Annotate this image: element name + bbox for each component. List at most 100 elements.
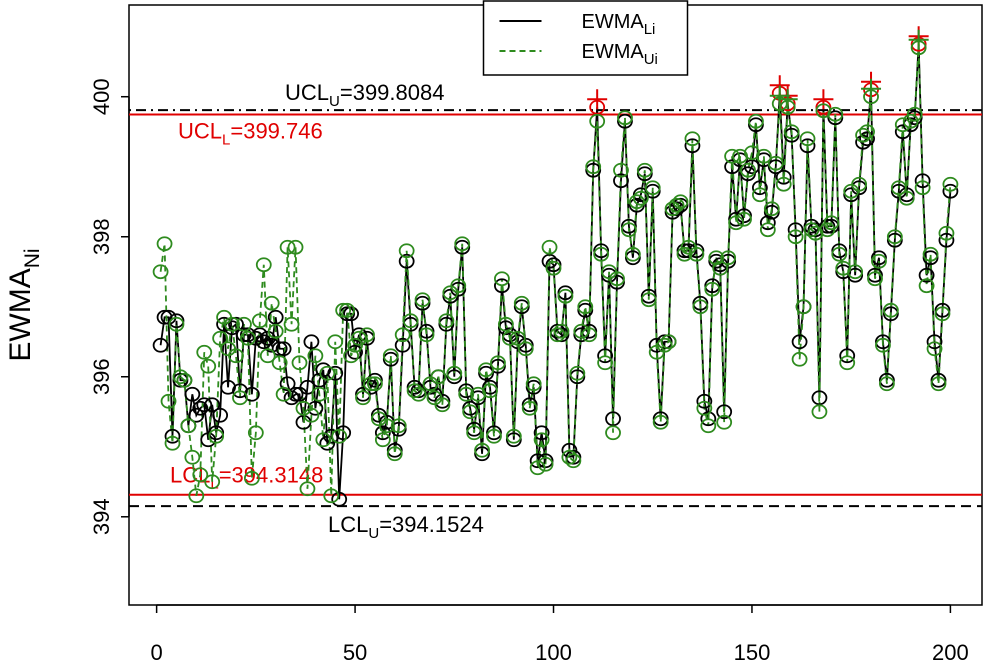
- data-point: [759, 215, 776, 231]
- data-point: [728, 215, 744, 231]
- data-point: [597, 355, 614, 371]
- data-point: [299, 379, 316, 395]
- data-point: [926, 341, 943, 357]
- data-point: [811, 390, 828, 406]
- data-point: [430, 369, 447, 385]
- data-point: [406, 383, 423, 399]
- data-point: [938, 232, 955, 248]
- data-point: [529, 460, 546, 476]
- data-point: [831, 246, 848, 262]
- data-point: [867, 271, 883, 287]
- data-point: [382, 351, 399, 367]
- data-point: [613, 162, 629, 178]
- data-point: [156, 236, 173, 252]
- data-point: [434, 397, 451, 413]
- data-point: [450, 281, 467, 297]
- data-point: [811, 404, 828, 420]
- data-point: [922, 250, 939, 266]
- data-point: [668, 197, 685, 213]
- data-point: [799, 131, 816, 147]
- data-point: [859, 124, 875, 140]
- data-point: [914, 180, 931, 196]
- data-point: [438, 316, 455, 332]
- data-point: [398, 243, 415, 259]
- limit-sub: U: [368, 525, 379, 542]
- data-point: [775, 176, 792, 192]
- data-point: [172, 369, 189, 385]
- data-point: [902, 113, 919, 129]
- data-point: [803, 222, 820, 238]
- data-point: [494, 271, 510, 287]
- data-point: [930, 376, 947, 392]
- data-point: [521, 400, 538, 416]
- data-point: [474, 442, 490, 458]
- data-point: [374, 432, 391, 448]
- data-point: [740, 166, 756, 182]
- data-point: [791, 351, 808, 367]
- data-point: [446, 369, 463, 385]
- legend-name: EWMA: [582, 11, 645, 33]
- data-point: [553, 323, 570, 339]
- data-point: [255, 257, 272, 273]
- legend-sub: Ui: [644, 51, 658, 68]
- data-point: [819, 218, 836, 234]
- data-point: [406, 379, 423, 395]
- data-point: [613, 173, 629, 189]
- data-point: [240, 330, 256, 346]
- data-point: [906, 106, 923, 122]
- data-point: [827, 106, 844, 122]
- data-point: [748, 117, 764, 133]
- data-point: [736, 211, 752, 227]
- data-point: [319, 365, 336, 381]
- y-tick-label: 396: [89, 358, 114, 395]
- data-point: [216, 316, 232, 332]
- data-point: [434, 393, 451, 409]
- data-point: [243, 470, 260, 486]
- data-point: [291, 355, 308, 371]
- data-point: [605, 411, 621, 427]
- data-point: [446, 365, 463, 381]
- data-point: [652, 411, 669, 427]
- data-point: [251, 313, 268, 329]
- data-point: [783, 124, 800, 140]
- data-point: [486, 425, 502, 441]
- data-point: [263, 295, 280, 311]
- data-point: [505, 432, 522, 448]
- data-point: [458, 386, 475, 402]
- data-point: [692, 299, 709, 315]
- data-point: [494, 278, 510, 294]
- data-point: [684, 131, 701, 147]
- data-point: [212, 330, 229, 346]
- data-point: [454, 236, 471, 252]
- data-point: [462, 404, 479, 420]
- control-limit-label: UCLU=399.8084: [285, 80, 444, 110]
- y-tick-label: 394: [89, 498, 114, 535]
- data-point: [359, 327, 375, 343]
- data-point: [347, 344, 363, 360]
- limit-value: =399.746: [230, 118, 322, 143]
- y-tick-label: 398: [89, 218, 114, 255]
- data-point: [859, 131, 875, 147]
- data-point: [628, 194, 645, 210]
- data-point: [466, 425, 483, 441]
- data-point: [839, 348, 856, 364]
- limit-name: UCL: [178, 118, 222, 143]
- data-point: [438, 313, 455, 329]
- y-axis-title-sub: Ni: [21, 248, 44, 268]
- data-point: [732, 152, 748, 168]
- data-point: [767, 159, 784, 175]
- data-point: [624, 250, 641, 266]
- data-point: [668, 201, 685, 217]
- data-point: [315, 432, 332, 448]
- data-point: [386, 442, 403, 458]
- data-point: [204, 397, 221, 413]
- data-point: [557, 288, 574, 304]
- data-point: [549, 323, 566, 339]
- data-point: [886, 232, 903, 248]
- data-point: [513, 299, 530, 315]
- data-point: [247, 330, 264, 346]
- data-point: [410, 386, 427, 402]
- data-point: [212, 407, 229, 423]
- y-axis-title-main: EWMA: [4, 268, 37, 361]
- limit-sub: L: [222, 131, 230, 148]
